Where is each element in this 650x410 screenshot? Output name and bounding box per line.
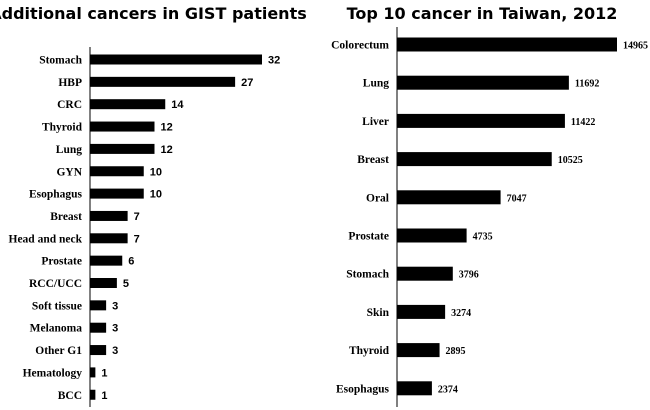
- category-label: RCC/UCC: [29, 278, 82, 290]
- bar: [90, 188, 144, 199]
- category-label: Breast: [357, 154, 389, 166]
- category-label: Soft tissue: [32, 300, 82, 312]
- bar: [90, 255, 123, 266]
- data-label: 6: [128, 256, 134, 268]
- category-label: Prostate: [41, 256, 82, 268]
- bar: [397, 75, 569, 90]
- bar: [90, 99, 166, 110]
- bar: [90, 322, 107, 333]
- data-label: 3: [112, 300, 118, 312]
- data-label: 10: [150, 166, 162, 178]
- category-label: Other G1: [35, 345, 82, 357]
- category-label: HBP: [58, 77, 82, 89]
- category-label: Stomach: [39, 55, 82, 67]
- bar: [90, 143, 155, 154]
- category-label: Liver: [362, 116, 389, 128]
- bar: [397, 343, 440, 358]
- category-label: Esophagus: [29, 189, 83, 201]
- category-label: Melanoma: [30, 323, 83, 335]
- category-label: Colorectum: [331, 40, 389, 52]
- bar: [90, 76, 236, 87]
- data-label: 11692: [575, 79, 599, 90]
- data-label: 10: [150, 189, 162, 201]
- bar: [90, 121, 155, 132]
- bar: [90, 300, 107, 311]
- category-labels: Stomach HBP CRC Thyroid Lung GYN Esophagus Brea…: [9, 55, 83, 402]
- bar: [397, 152, 552, 167]
- bar: [397, 37, 617, 52]
- data-label: 10525: [558, 155, 583, 166]
- category-label: Lung: [56, 144, 82, 156]
- data-label: 12: [161, 144, 173, 156]
- data-label: 14965: [623, 41, 648, 52]
- category-label: Hematology: [23, 367, 83, 379]
- category-label: Thyroid: [42, 122, 83, 134]
- data-label: 3: [112, 345, 118, 357]
- category-label: Stomach: [346, 269, 389, 281]
- data-label: 7: [134, 211, 140, 223]
- data-label: 3274: [451, 308, 471, 319]
- category-label: Lung: [363, 78, 389, 90]
- bar: [397, 266, 453, 281]
- data-label: 14: [171, 99, 184, 111]
- bars: [397, 37, 617, 396]
- chart-title: Additional cancers in GIST patients: [0, 4, 307, 23]
- category-label: Head and neck: [9, 233, 83, 245]
- data-label: 7047: [507, 193, 527, 204]
- data-labels: 14965 11692 11422 10525 7047 4735 3796 3274 2895…: [438, 41, 648, 396]
- data-label: 1: [101, 390, 107, 402]
- category-label: GYN: [56, 166, 82, 178]
- bar: [90, 233, 128, 244]
- data-label: 4735: [473, 232, 493, 243]
- bar: [90, 345, 107, 356]
- data-label: 3796: [459, 270, 479, 281]
- data-label: 3: [112, 323, 118, 335]
- data-label: 11422: [571, 117, 595, 128]
- taiwan-top10-chart: Top 10 cancer in Taiwan, 2012 Colorectum…: [331, 4, 648, 407]
- bar: [397, 381, 432, 396]
- bar: [90, 389, 96, 400]
- category-label: Oral: [366, 192, 389, 204]
- bar: [90, 54, 262, 65]
- category-label: Thyroid: [349, 345, 390, 357]
- category-label: CRC: [57, 99, 82, 111]
- data-label: 2895: [446, 346, 466, 357]
- data-label: 12: [161, 122, 173, 134]
- category-label: Skin: [367, 307, 390, 319]
- category-label: Breast: [50, 211, 82, 223]
- bar: [90, 367, 96, 378]
- gist-cancers-chart: Additional cancers in GIST patients Stom…: [0, 4, 307, 407]
- category-labels: Colorectum Lung Liver Breast Oral Prostate Sto…: [331, 40, 390, 396]
- data-label: 1: [101, 367, 107, 379]
- bar: [397, 228, 467, 243]
- bar: [90, 210, 128, 221]
- category-label: Prostate: [348, 231, 389, 243]
- bars: [90, 54, 262, 400]
- category-label: BCC: [58, 390, 82, 402]
- category-label: Esophagus: [336, 383, 390, 395]
- bar: [90, 278, 117, 288]
- data-label: 5: [123, 278, 129, 290]
- bar: [397, 304, 446, 319]
- chart-title: Top 10 cancer in Taiwan, 2012: [347, 4, 618, 23]
- data-label: 27: [241, 77, 253, 89]
- data-label: 2374: [438, 384, 458, 395]
- data-label: 7: [134, 233, 140, 245]
- bar: [90, 166, 144, 177]
- data-label: 32: [268, 55, 280, 67]
- bar: [397, 113, 565, 128]
- bar: [397, 190, 501, 205]
